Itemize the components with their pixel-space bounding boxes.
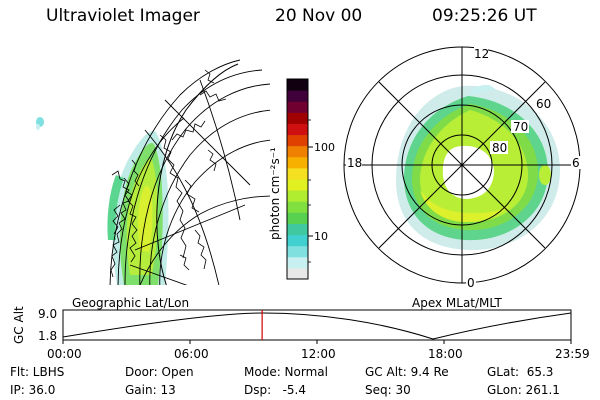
altitude-curve <box>62 312 572 340</box>
colorbar-segment <box>287 145 308 158</box>
glat-status: GLat: 65.3 <box>487 365 554 379</box>
geographic-map <box>36 59 270 285</box>
colorbar: 100 10 photon cm⁻²s⁻¹ <box>268 78 335 280</box>
colorbar-tick-10: 10 <box>314 230 328 243</box>
geo-grid <box>109 59 270 285</box>
dsp-status: Dsp: -5.4 <box>244 383 307 397</box>
colorbar-segment <box>287 79 308 91</box>
left-panel-title: Geographic Lat/Lon <box>72 296 189 310</box>
colorbar-segment <box>287 112 308 124</box>
aurora-glow-geographic <box>36 117 169 285</box>
mlt-label-0: 0 <box>467 276 475 290</box>
gain-status: Gain: 13 <box>125 383 176 397</box>
lat-label-70: 70 <box>513 120 528 134</box>
colorbar-segment <box>287 190 308 202</box>
polar-grid <box>343 46 581 284</box>
earth-limb <box>156 63 239 285</box>
altitude-timeline: Geographic Lat/Lon Apex MLat/MLT GC Alt … <box>12 296 590 361</box>
date-label: 20 Nov 00 <box>275 6 363 26</box>
ip-status: IP: 36.0 <box>10 383 56 397</box>
mode-status: Mode: Normal <box>244 365 328 379</box>
timeline-axis-label: GC Alt <box>12 306 26 344</box>
y-tick-1-8: 1.8 <box>38 329 57 343</box>
colorbar-segment <box>287 90 308 102</box>
colorbar-segment <box>287 245 308 258</box>
colorbar-segment <box>287 212 308 224</box>
colorbar-segment <box>287 201 308 213</box>
colorbar-segment <box>287 134 308 147</box>
lat-label-60: 60 <box>536 97 551 111</box>
colorbar-unit-label: photon cm⁻²s⁻¹ <box>268 147 282 240</box>
colorbar-segment <box>287 101 308 113</box>
lat-label-80: 80 <box>492 141 507 155</box>
colorbar-segment <box>287 234 308 247</box>
colorbar-segment <box>287 123 308 136</box>
gc-alt-status: GC Alt: 9.4 Re <box>365 365 449 379</box>
x-tick-0600: 06:00 <box>174 347 209 361</box>
coastlines <box>110 69 227 278</box>
door-status: Door: Open <box>125 365 194 379</box>
mlt-label-12: 12 <box>474 47 489 61</box>
glon-status: GLon: 261.1 <box>487 383 560 397</box>
mlt-label-6: 6 <box>572 156 580 170</box>
mlt-label-18: 18 <box>347 156 362 170</box>
x-tick-1800: 18:00 <box>428 347 463 361</box>
colorbar-segment <box>287 256 308 269</box>
colorbar-segment <box>287 156 308 169</box>
polar-map: 12 18 6 0 60 70 80 <box>343 46 581 290</box>
colorbar-segment <box>287 167 308 180</box>
y-tick-9: 9.0 <box>38 307 57 321</box>
x-tick-0000: 00:00 <box>47 347 82 361</box>
time-label: 09:25:26 UT <box>432 6 537 26</box>
colorbar-segment <box>287 267 308 279</box>
instrument-title: Ultraviolet Imager <box>46 6 200 26</box>
colorbar-segment <box>287 223 308 236</box>
colorbar-tick-100: 100 <box>314 141 335 154</box>
x-tick-1200: 12:00 <box>301 347 336 361</box>
colorbar-segment <box>287 179 308 191</box>
seq-status: Seq: 30 <box>365 383 411 397</box>
filter-status: Flt: LBHS <box>10 365 65 379</box>
right-panel-title: Apex MLat/MLT <box>412 296 502 310</box>
x-tick-2359: 23:59 <box>555 347 590 361</box>
